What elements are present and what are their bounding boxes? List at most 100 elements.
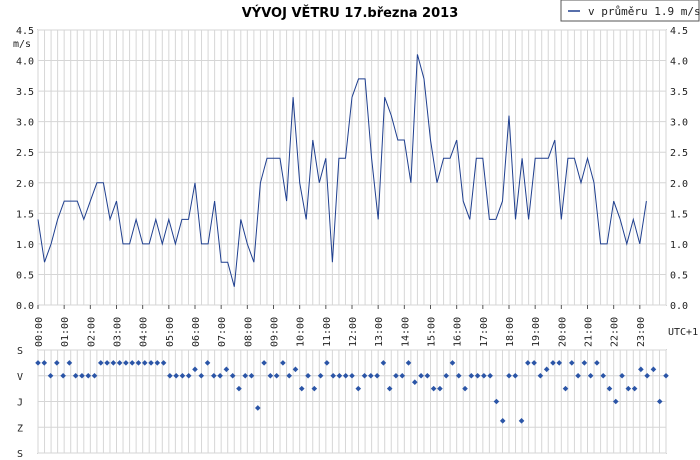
speed-series-line xyxy=(37,54,647,287)
time-tick-label: 08:00 xyxy=(243,317,254,347)
direction-point xyxy=(280,360,286,366)
direction-point xyxy=(386,385,393,392)
direction-point xyxy=(336,372,343,379)
direction-point xyxy=(612,398,619,405)
direction-point xyxy=(556,360,563,366)
direction-point xyxy=(66,360,73,366)
direction-point xyxy=(481,372,487,379)
time-tick-label: 14:00 xyxy=(400,317,411,347)
direction-point xyxy=(361,372,368,379)
direction-point xyxy=(179,372,186,379)
speed-y-tick-label: 0.0 xyxy=(670,301,688,312)
direction-point xyxy=(54,360,60,366)
time-tick-label: 02:00 xyxy=(86,317,97,347)
speed-y-tick-label: 4.0 xyxy=(16,57,34,68)
time-tick-label: 12:00 xyxy=(348,317,359,347)
time-tick-label: 23:00 xyxy=(636,317,647,347)
time-tick-label: 19:00 xyxy=(531,317,542,347)
direction-point xyxy=(368,372,374,379)
direction-point xyxy=(311,385,318,392)
direction-y-tick-label: V xyxy=(17,372,23,383)
direction-point xyxy=(317,372,324,379)
speed-y-tick-label: 1.0 xyxy=(670,240,688,251)
direction-point xyxy=(236,385,242,392)
direction-point xyxy=(330,372,336,379)
direction-y-tick-label: J xyxy=(17,398,23,409)
time-tick-label: 10:00 xyxy=(296,317,307,347)
legend[interactable]: v průměru 1.9 m/s xyxy=(560,0,700,22)
direction-point xyxy=(455,372,462,379)
speed-y-tick-label: 4.0 xyxy=(670,57,688,68)
direction-point xyxy=(85,372,92,379)
direction-point xyxy=(141,360,148,366)
direction-point xyxy=(449,360,456,366)
direction-point xyxy=(594,360,600,366)
direction-point xyxy=(292,366,299,373)
direction-point xyxy=(324,360,330,366)
time-tick-label: 01:00 xyxy=(60,317,71,347)
direction-point xyxy=(342,372,349,379)
speed-y-tick-label: 4.5 xyxy=(16,26,34,37)
speed-y-axis-left: 0.0 0.5 1.0 1.5 2.0 2.5 3.0 3.5 4.0 4.5 xyxy=(16,26,34,312)
direction-point xyxy=(399,372,406,379)
direction-point xyxy=(98,360,104,366)
time-tick-label: 09:00 xyxy=(270,317,281,347)
direction-point xyxy=(531,360,537,366)
speed-y-unit: m/s xyxy=(13,39,31,50)
direction-point xyxy=(41,360,48,366)
time-tick-label: 22:00 xyxy=(610,317,621,347)
direction-point xyxy=(355,385,362,392)
speed-y-tick-label: 2.5 xyxy=(670,148,688,159)
direction-point xyxy=(430,385,437,392)
speed-y-tick-label: 2.5 xyxy=(16,148,34,159)
direction-point xyxy=(173,372,179,379)
direction-point xyxy=(600,372,606,379)
direction-point xyxy=(60,372,66,379)
direction-point xyxy=(650,366,657,373)
time-tick-label: 04:00 xyxy=(139,317,150,347)
speed-y-tick-label: 3.5 xyxy=(670,87,688,98)
direction-point xyxy=(255,405,261,411)
direction-point xyxy=(198,372,205,379)
direction-point xyxy=(110,360,117,366)
direction-point xyxy=(192,366,198,373)
direction-point xyxy=(267,372,274,379)
time-tick-label: 00:00 xyxy=(34,317,45,347)
direction-point xyxy=(575,372,581,379)
direction-point xyxy=(412,379,418,385)
time-x-axis: 00:00 01:00 02:00 03:00 04:00 05:00 06:00 07:00… xyxy=(34,305,647,347)
speed-y-tick-label: 2.0 xyxy=(16,179,34,190)
time-zone-label: UTC+1 xyxy=(668,327,698,338)
time-tick-label: 06:00 xyxy=(191,317,202,347)
direction-point xyxy=(562,385,569,392)
direction-point xyxy=(462,385,468,392)
time-tick-label: 21:00 xyxy=(584,317,595,347)
direction-point xyxy=(135,360,142,366)
direction-point xyxy=(506,372,512,379)
direction-point xyxy=(656,398,663,405)
direction-point xyxy=(537,372,544,379)
direction-point xyxy=(644,372,650,379)
direction-point xyxy=(148,360,154,366)
time-tick-label: 18:00 xyxy=(505,317,516,347)
speed-y-tick-label: 3.5 xyxy=(16,87,34,98)
direction-point xyxy=(298,385,305,392)
time-tick-label: 20:00 xyxy=(557,317,568,347)
direction-point xyxy=(619,372,625,379)
speed-y-tick-label: 1.5 xyxy=(16,209,34,220)
direction-point xyxy=(123,360,129,366)
chart-title: VÝVOJ VĚTRU 17.března 2013 xyxy=(242,5,459,21)
time-tick-label: 11:00 xyxy=(322,317,333,347)
time-tick-label: 07:00 xyxy=(217,317,228,347)
speed-y-tick-label: 0.0 xyxy=(16,301,34,312)
direction-point xyxy=(79,372,85,379)
speed-y-tick-label: 3.0 xyxy=(16,118,34,129)
time-tick-label: 15:00 xyxy=(427,317,438,347)
direction-point xyxy=(185,372,192,379)
direction-point xyxy=(229,372,236,379)
direction-point xyxy=(518,418,525,424)
direction-point xyxy=(569,360,575,366)
legend-label: v průměru 1.9 m/s xyxy=(588,5,700,18)
speed-y-tick-label: 1.5 xyxy=(670,209,688,220)
